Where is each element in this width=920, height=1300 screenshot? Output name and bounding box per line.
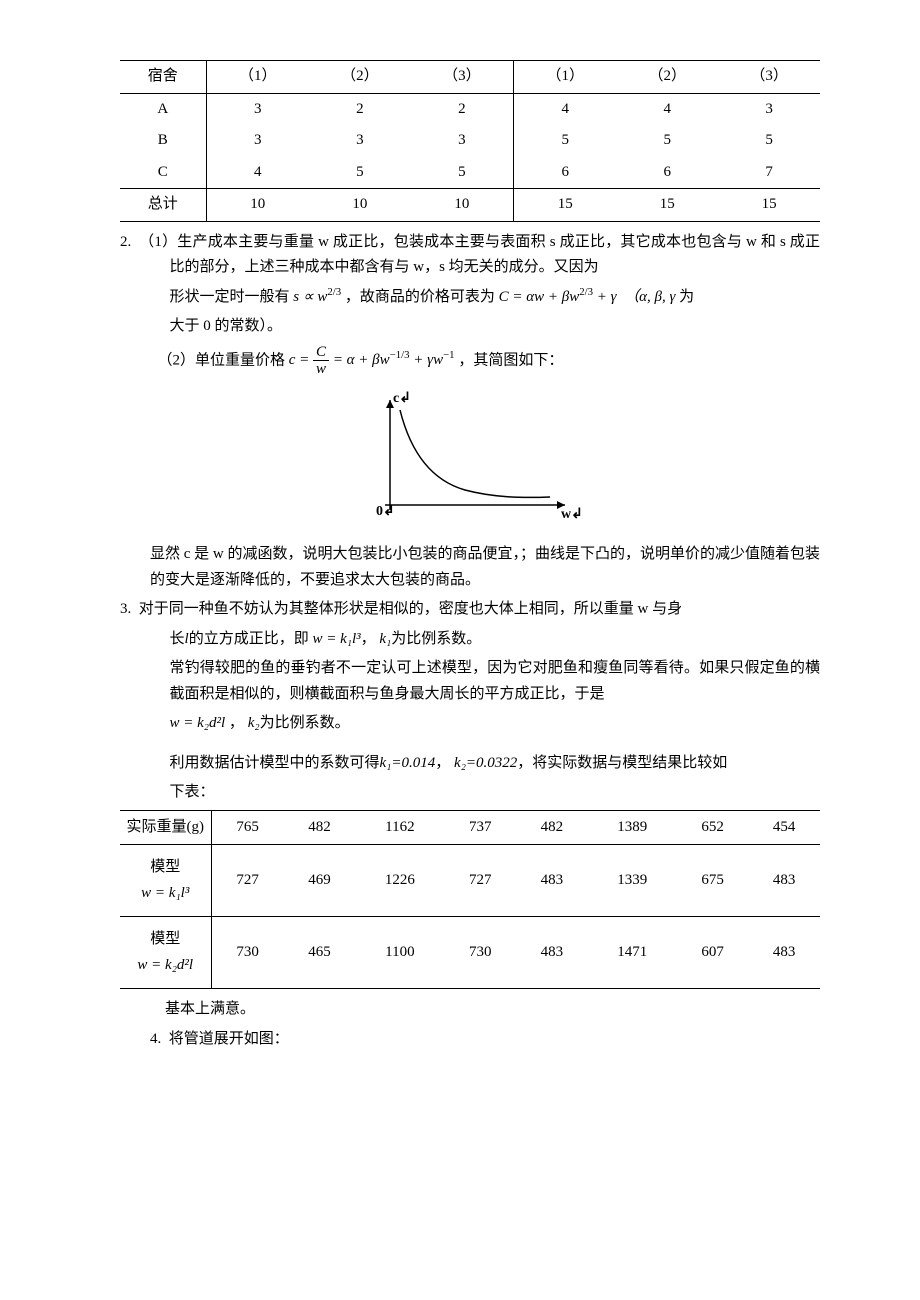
formula-wk2: w = k₂d²l xyxy=(170,715,226,731)
q2-number: 2. xyxy=(120,234,131,250)
x-axis-label: w↲ xyxy=(561,507,583,522)
q3-conclusion: 基本上满意。 xyxy=(120,997,820,1023)
q3-part1: 3. 对于同一种鱼不妨认为其整体形状是相似的，密度也大体上相同，所以重量 w 与… xyxy=(120,597,820,623)
q3-part2: 常钓得较肥的鱼的垂钓者不一定认可上述模型，因为它对肥鱼和瘦鱼同等看待。如果只假定… xyxy=(120,656,820,707)
formula-s-w: s ∝ w2/3 xyxy=(293,289,341,305)
formula-wkl: w = k₁l³ xyxy=(312,631,360,647)
q2-part1b: 形状一定时一般有 s ∝ w2/3 ，故商品的价格可表为 C = αw + βw… xyxy=(120,285,820,311)
formula-c: c = Cw = α + βw−1/3 + γw−1 xyxy=(289,352,459,368)
q4-number: 4. xyxy=(150,1031,161,1047)
table-row: B 3 3 3 5 5 5 xyxy=(120,125,820,157)
q3-part3b: 下表： xyxy=(120,780,820,806)
table-row: 模型 w = k₁l³ 727 469 1226 727 483 1339 67… xyxy=(120,845,820,917)
model2-label: 模型 w = k₂d²l xyxy=(120,917,211,989)
col-1a: （1） xyxy=(206,61,309,94)
col-2a: （2） xyxy=(309,61,411,94)
col-2b: （2） xyxy=(616,61,718,94)
origin-label: 0↲ xyxy=(376,504,395,519)
table-row: 模型 w = k₂d²l 730 465 1100 730 483 1471 6… xyxy=(120,917,820,989)
table-row: A 3 2 2 4 4 3 xyxy=(120,93,820,125)
q3-part1b: 长l的立方成正比，即 w = k₁l³， k₁为比例系数。 xyxy=(120,627,820,653)
table-header-row: 实际重量(g) 765 482 1162 737 482 1389 652 45… xyxy=(120,810,820,845)
q4: 4. 将管道展开如图： xyxy=(120,1027,820,1053)
q2-part1c: 大于 0 的常数）。 xyxy=(120,314,820,340)
col-dorm: 宿舍 xyxy=(120,61,206,94)
q3-number: 3. xyxy=(120,601,131,617)
table-total-row: 总计 10 10 10 15 15 15 xyxy=(120,189,820,222)
col-3a: （3） xyxy=(411,61,514,94)
dorm-table: 宿舍 （1） （2） （3） （1） （2） （3） A 3 2 2 4 4 3… xyxy=(120,60,820,222)
unit-price-chart: c↲ w↲ 0↲ xyxy=(120,390,820,535)
table-header-row: 宿舍 （1） （2） （3） （1） （2） （3） xyxy=(120,61,820,94)
q2-part1: 2. （1）生产成本主要与重量 w 成正比，包装成本主要与表面积 s 成正比，其… xyxy=(120,230,820,281)
table-row: C 4 5 5 6 6 7 xyxy=(120,157,820,189)
y-axis-label: c↲ xyxy=(393,391,411,406)
col-3b: （3） xyxy=(718,61,820,94)
q3-part3: 利用数据估计模型中的系数可得k₁=0.014， k₂=0.0322，将实际数据与… xyxy=(120,751,820,777)
q2-conclusion: 显然 c 是 w 的减函数，说明大包装比小包装的商品便宜，；曲线是下凸的，说明单… xyxy=(120,542,820,593)
fish-model-table: 实际重量(g) 765 482 1162 737 482 1389 652 45… xyxy=(120,810,820,990)
q2-part2: （2）单位重量价格 c = Cw = α + βw−1/3 + γw−1 ，其简… xyxy=(120,344,820,378)
q2-text1: （1）生产成本主要与重量 w 成正比，包装成本主要与表面积 s 成正比，其它成本… xyxy=(139,234,820,276)
col-1b: （1） xyxy=(514,61,617,94)
formula-C: C = αw + βw2/3 + γ xyxy=(499,289,617,305)
model1-label: 模型 w = k₁l³ xyxy=(120,845,211,917)
q3-part2b: w = k₂d²l ， k₂为比例系数。 xyxy=(120,711,820,737)
